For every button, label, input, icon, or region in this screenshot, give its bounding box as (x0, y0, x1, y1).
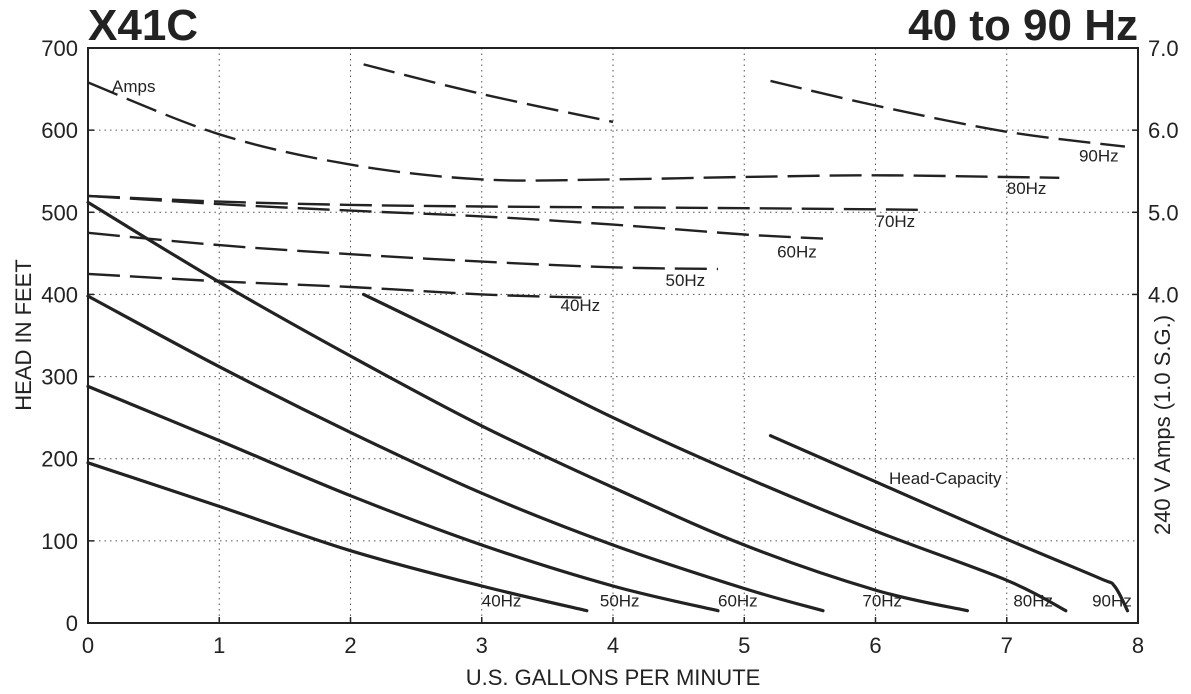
y2-axis-ticks: 4.0 5.0 6.0 7.0 (1132, 36, 1179, 307)
y-tick-label: 700 (41, 36, 78, 61)
amp-curve-80hz (87, 81, 1060, 182)
grid (88, 48, 1138, 623)
y2-tick-label: 6.0 (1148, 118, 1179, 143)
amp-curve-label-90hz: 90Hz (1079, 146, 1119, 165)
chart-subtitle: 40 to 90 Hz (908, 1, 1138, 50)
head-curve-40hz (86, 461, 589, 613)
y-axis-label: HEAD IN FEET (11, 259, 36, 411)
y-tick-label: 500 (41, 200, 78, 225)
amp-curve-label-80hz: 80Hz (1007, 179, 1047, 198)
x-axis-label: U.S. GALLONS PER MINUTE (466, 665, 761, 690)
y2-axis-label: 240 V Amps (1.0 S.G.) (1150, 315, 1175, 535)
y2-tick-label: 5.0 (1148, 200, 1179, 225)
head-curve-label-90hz: 90Hz (1092, 592, 1132, 611)
head-curve-label-70hz: 70Hz (862, 592, 902, 611)
amp-curve-90hz (770, 79, 1126, 148)
y-axis-ticks: 0 100 200 300 400 500 600 700 (41, 36, 94, 636)
head-curve-70hz (86, 200, 969, 613)
x-tick-label: 6 (869, 633, 881, 658)
head-capacity-annotation: Head-Capacity (889, 469, 1002, 488)
x-tick-label: 3 (476, 633, 488, 658)
head-capacity-curves (86, 200, 1130, 613)
amp-curve-label-70hz: 70Hz (876, 212, 916, 231)
y-tick-label: 200 (41, 447, 78, 472)
amp-curves (87, 63, 1126, 299)
y2-tick-label: 4.0 (1148, 282, 1179, 307)
x-axis-ticks: 0 1 2 3 4 5 6 7 8 (82, 617, 1144, 658)
head-curve-label-40hz: 40Hz (482, 592, 522, 611)
x-tick-label: 5 (738, 633, 750, 658)
amp-curve-90hz (363, 63, 614, 124)
amp-curve-label-40hz: 40Hz (561, 296, 601, 315)
x-tick-label: 2 (344, 633, 356, 658)
y-tick-label: 100 (41, 529, 78, 554)
head-curve-label-80hz: 80Hz (1013, 592, 1053, 611)
head-curve-60hz (86, 294, 825, 613)
y-tick-label: 400 (41, 282, 78, 307)
amp-curve-40hz (87, 272, 587, 299)
head-curve-label-60hz: 60Hz (718, 592, 758, 611)
head-curve-80hz (362, 292, 1068, 613)
y-tick-label: 0 (66, 611, 78, 636)
y-tick-label: 600 (41, 118, 78, 143)
x-tick-label: 8 (1132, 633, 1144, 658)
x-tick-label: 1 (213, 633, 225, 658)
x-tick-label: 4 (607, 633, 619, 658)
amp-curve-70hz (87, 194, 922, 211)
amps-annotation: Amps (112, 77, 155, 96)
x-tick-label: 0 (82, 633, 94, 658)
amp-curve-label-50hz: 50Hz (666, 271, 706, 290)
amp-curve-50hz (87, 231, 719, 271)
amp-curve-label-60hz: 60Hz (777, 242, 817, 261)
head-curve-90hz (768, 434, 1130, 613)
head-curve-label-50hz: 50Hz (600, 592, 640, 611)
y-tick-label: 300 (41, 365, 78, 390)
x-tick-label: 7 (1001, 633, 1013, 658)
curve-labels: 40Hz 50Hz 60Hz 70Hz 80Hz 90Hz 40Hz 50Hz 60Hz 70Hz… (482, 146, 1132, 610)
head-curve-50hz (86, 384, 720, 613)
y2-tick-label: 7.0 (1148, 36, 1179, 61)
amp-curve-60hz (87, 194, 824, 240)
chart-title: X41C (88, 1, 198, 50)
